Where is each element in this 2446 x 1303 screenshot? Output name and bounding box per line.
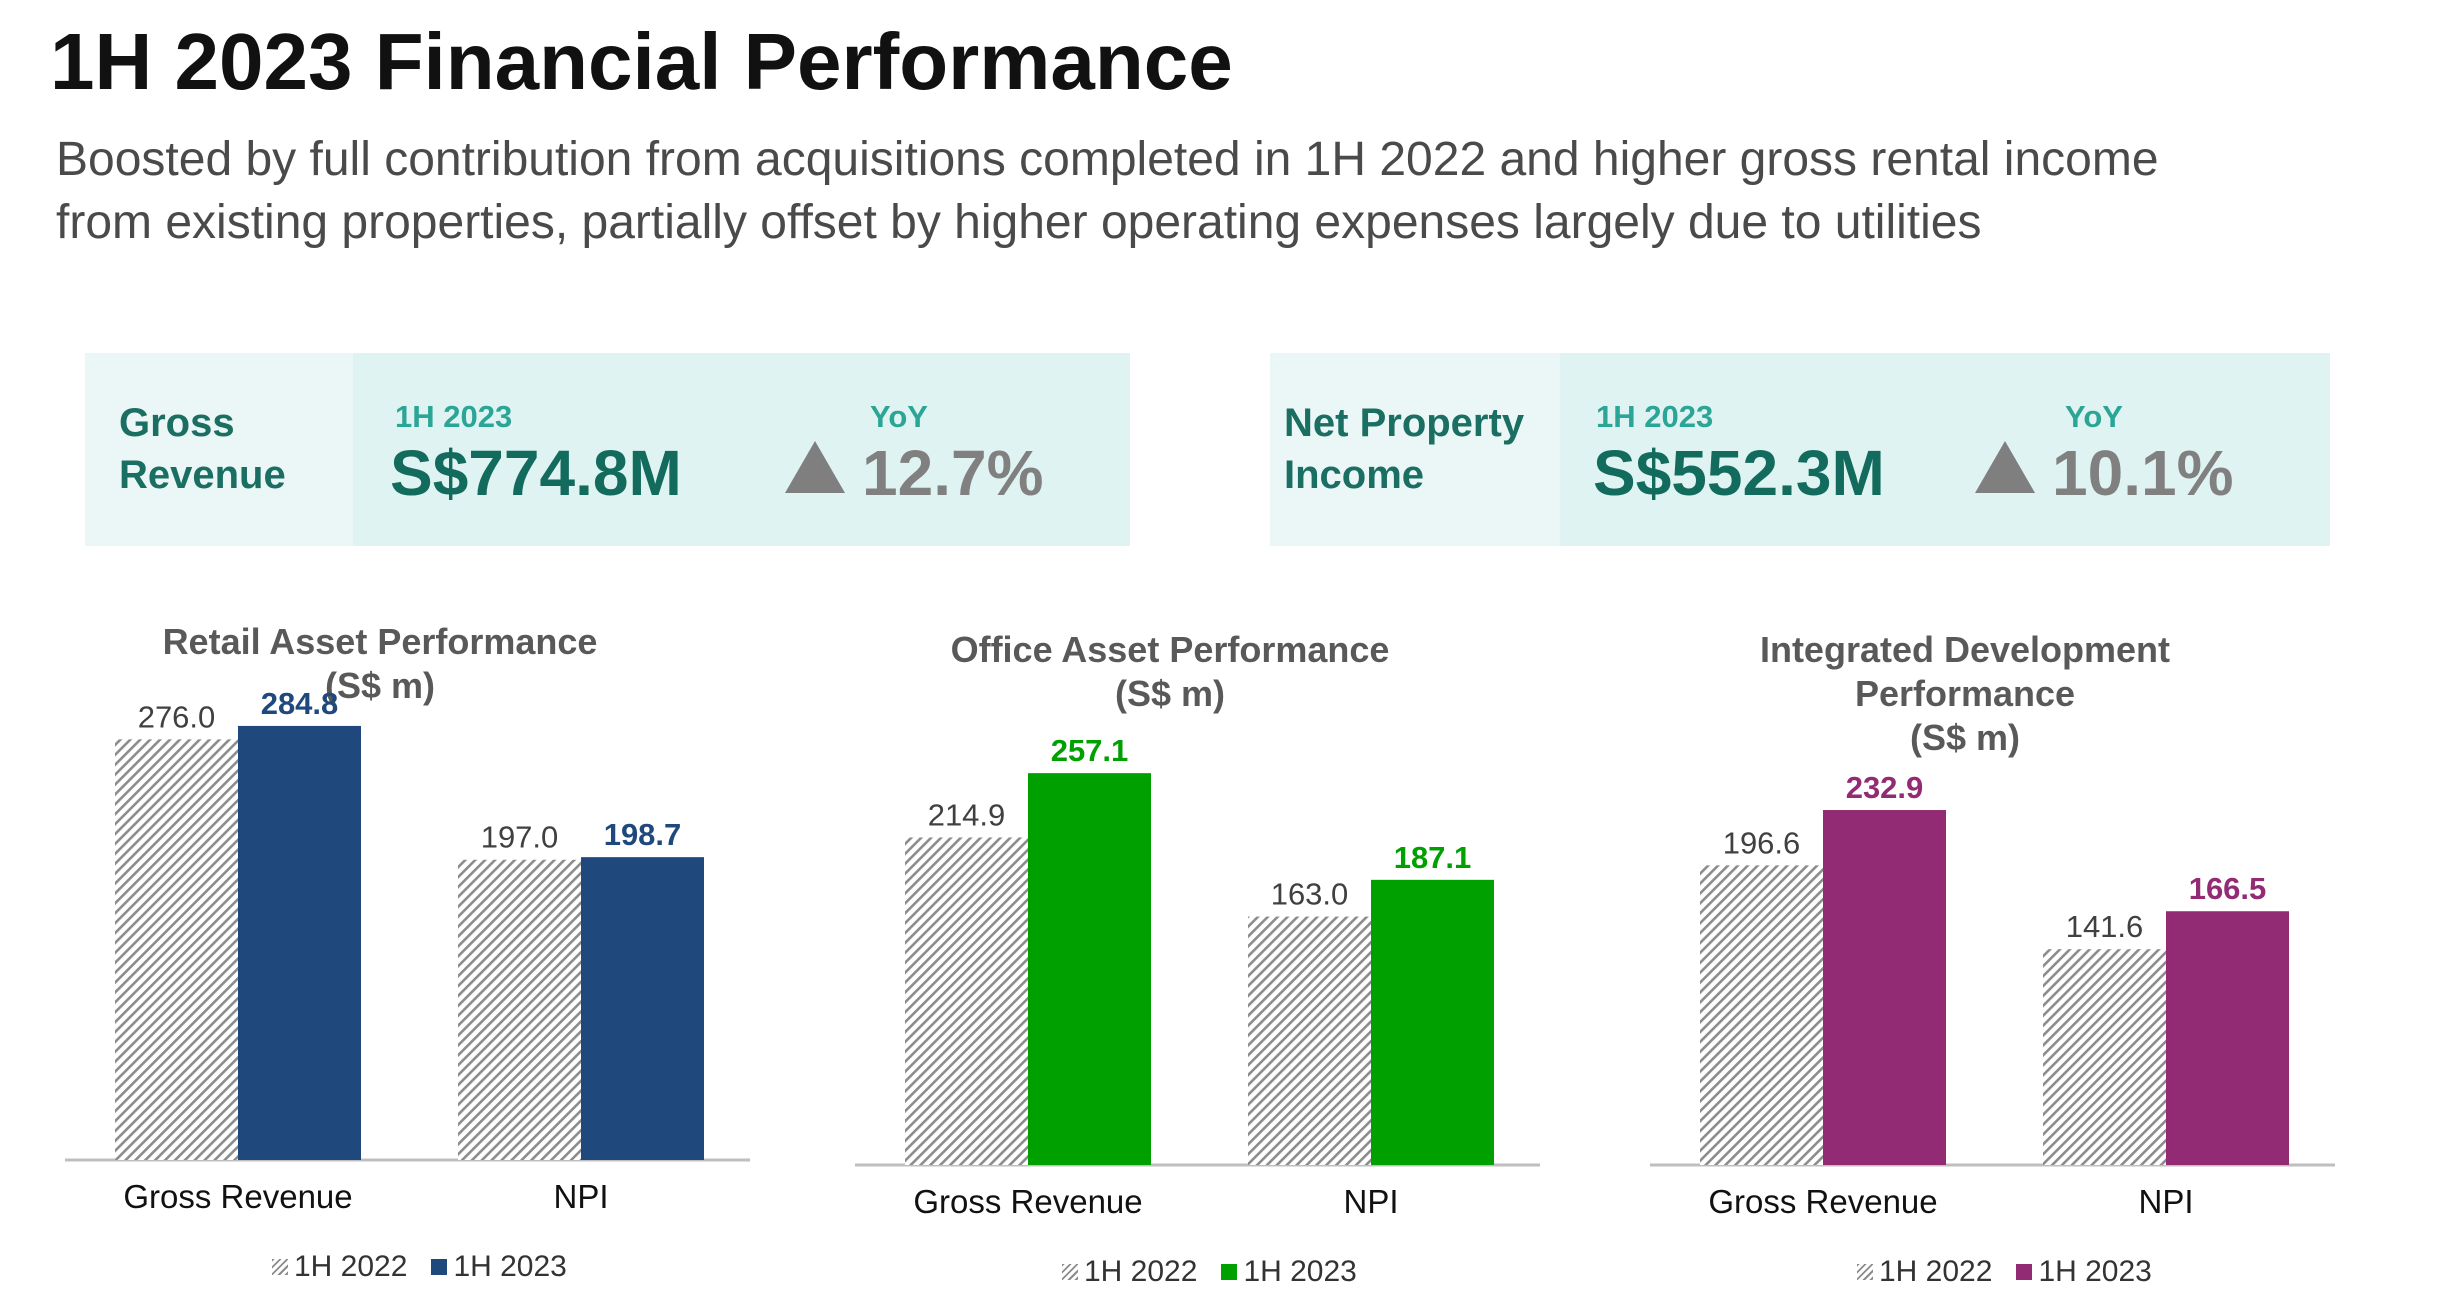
data-label: 232.9 [1846, 770, 1924, 805]
chart-plot: 276.0 284.8 Gross Revenue 197.0 198.7 NPI [65, 686, 750, 1215]
bar-1h-2022 [115, 739, 238, 1160]
data-label: 187.1 [1394, 840, 1472, 875]
kpi-label-line-2: Revenue [119, 453, 286, 497]
bar-1h-2023 [1371, 879, 1494, 1165]
kpi-period: 1H 2023 [1596, 399, 1714, 434]
legend-item: 1H 2023 [2016, 1255, 2152, 1289]
kpi-label-line-2: Income [1284, 453, 1425, 497]
kpi-label: Gross Revenue [119, 397, 286, 501]
chart-plot: 196.6 232.9 Gross Revenue 141.6 166.5 NPI [1650, 770, 2335, 1220]
kpi-period: 1H 2023 [395, 399, 513, 434]
data-label: 257.1 [1051, 733, 1129, 768]
data-label: 141.6 [2066, 909, 2144, 944]
net-property-income-kpi-card: Net Property Income 1H 2023 S$552.3M YoY… [1270, 353, 2330, 546]
chart-title-line: Performance [1854, 673, 2076, 714]
chart-title: Retail Asset Performance (S$ m) [60, 620, 700, 708]
legend-label: 1H 2023 [2038, 1255, 2152, 1288]
up-arrow-icon [1975, 441, 2035, 493]
retail-asset-chart: Retail Asset Performance (S$ m) 276.0 284.8… [60, 620, 750, 1303]
legend-label: 1H 2022 [294, 1250, 408, 1283]
chart-legend: 1H 2022 1H 2023 [1857, 1255, 2176, 1289]
chart-title-line: Integrated Development [1759, 629, 2171, 670]
kpi-yoy-label: YoY [2065, 399, 2123, 434]
data-label: 284.8 [261, 686, 339, 721]
legend-swatch [1062, 1264, 1078, 1280]
bar-1h-2022 [1700, 865, 1823, 1165]
legend-swatch [1221, 1264, 1238, 1280]
up-arrow-icon [785, 441, 845, 493]
data-label: 198.7 [604, 817, 682, 852]
legend-swatch [431, 1259, 448, 1275]
bar-1h-2023 [1823, 810, 1946, 1165]
category-label: NPI [2138, 1183, 2193, 1220]
bar-1h-2023 [238, 725, 361, 1160]
chart-title-line: Retail Asset Performance [162, 621, 598, 662]
chart-legend: 1H 2022 1H 2023 [272, 1250, 591, 1284]
kpi-label-cell: Net Property Income [1270, 353, 1560, 546]
kpi-label-line-1: Gross [119, 401, 235, 445]
chart-title-line: (S$ m) [1909, 717, 2021, 758]
kpi-yoy-label: YoY [870, 399, 928, 434]
page-subtitle: Boosted by full contribution from acquis… [56, 128, 2436, 254]
bar-1h-2023 [2166, 911, 2289, 1165]
bar-1h-2022 [1248, 916, 1371, 1165]
legend-item: 1H 2023 [431, 1250, 567, 1284]
chart-title-line: (S$ m) [1114, 673, 1226, 714]
office-asset-chart: Office Asset Performance (S$ m) 214.9 257.1… [850, 620, 1540, 1303]
bar-1h-2022 [905, 837, 1028, 1165]
legend-label: 1H 2023 [1243, 1255, 1357, 1288]
legend-label: 1H 2022 [1879, 1255, 1993, 1288]
kpi-value: S$774.8M [390, 437, 682, 509]
data-label: 214.9 [928, 797, 1006, 832]
kpi-yoy-value: 12.7% [862, 437, 1044, 509]
legend-swatch [272, 1259, 288, 1275]
bar-1h-2023 [1028, 773, 1151, 1165]
category-label: Gross Revenue [1708, 1183, 1937, 1220]
data-label: 196.6 [1723, 825, 1801, 860]
category-label: NPI [1343, 1183, 1398, 1220]
chart-title-line: (S$ m) [324, 665, 436, 706]
integrated-development-chart: Integrated Development Performance (S$ m) 1… [1645, 620, 2335, 1303]
chart-title: Office Asset Performance (S$ m) [850, 628, 1490, 716]
kpi-value: S$552.3M [1593, 437, 1885, 509]
legend-item: 1H 2022 [272, 1250, 407, 1284]
legend-swatch [1857, 1264, 1873, 1280]
gross-revenue-kpi-card: Gross Revenue 1H 2023 S$774.8M YoY 12.7% [85, 353, 1130, 546]
kpi-label: Net Property Income [1284, 397, 1524, 501]
data-label: 166.5 [2189, 871, 2267, 906]
chart-title-line: Office Asset Performance [950, 629, 1390, 670]
kpi-label-line-1: Net Property [1284, 401, 1525, 445]
category-label: Gross Revenue [123, 1178, 352, 1215]
legend-label: 1H 2023 [453, 1250, 567, 1283]
legend-item: 1H 2023 [1221, 1255, 1357, 1289]
category-label: NPI [553, 1178, 608, 1215]
page-title: 1H 2023 Financial Performance [50, 17, 1233, 106]
subtitle-line-2: from existing properties, partially offs… [56, 196, 1982, 249]
legend-item: 1H 2022 [1062, 1255, 1197, 1289]
kpi-yoy-value: 10.1% [2052, 437, 2234, 509]
legend-item: 1H 2022 [1857, 1255, 1992, 1289]
category-label: Gross Revenue [913, 1183, 1142, 1220]
kpi-label-cell: Gross Revenue [85, 353, 353, 546]
subtitle-line-1: Boosted by full contribution from acquis… [56, 133, 2159, 186]
data-label: 276.0 [138, 699, 216, 734]
bar-1h-2023 [581, 857, 704, 1160]
data-label: 197.0 [481, 820, 559, 855]
legend-label: 1H 2022 [1084, 1255, 1198, 1288]
bar-1h-2022 [2043, 949, 2166, 1165]
data-label: 163.0 [1271, 877, 1349, 912]
chart-title: Integrated Development Performance (S$ m) [1645, 628, 2285, 760]
legend-swatch [2016, 1264, 2033, 1280]
bar-1h-2022 [458, 859, 581, 1160]
chart-plot: 214.9 257.1 Gross Revenue 163.0 187.1 NPI [855, 733, 1540, 1220]
chart-legend: 1H 2022 1H 2023 [1062, 1255, 1381, 1289]
